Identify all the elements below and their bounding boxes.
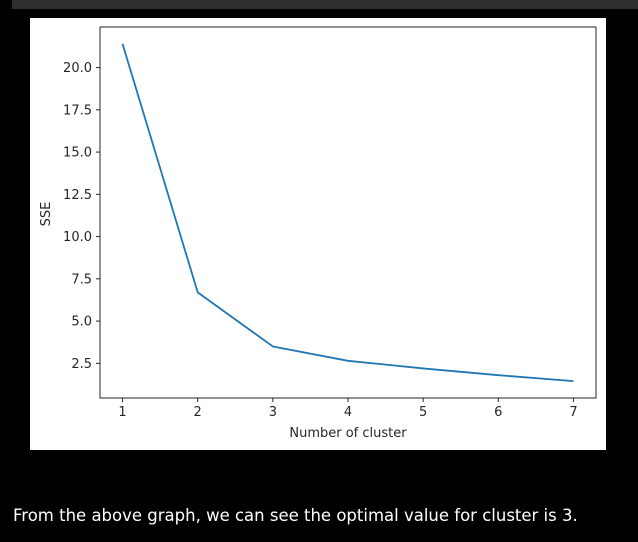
y-tick-label: 20.0 bbox=[63, 61, 92, 76]
caption-text: From the above graph, we can see the opt… bbox=[13, 506, 578, 525]
y-tick-label: 15.0 bbox=[63, 146, 92, 161]
chart-figure: 1 2 3 4 5 6 7 2.5 5.0 7.5 10.0 12.5 15.0 17.5 20.0 Nu… bbox=[30, 18, 606, 450]
y-tick-label: 2.5 bbox=[71, 357, 92, 372]
x-axis-ticks: 1 2 3 4 5 6 7 bbox=[118, 398, 578, 420]
y-axis-label: SSE bbox=[39, 202, 54, 227]
y-tick-label: 17.5 bbox=[63, 103, 92, 118]
x-tick-label: 4 bbox=[344, 405, 352, 420]
x-tick-label: 1 bbox=[118, 405, 126, 420]
x-tick-label: 6 bbox=[494, 405, 502, 420]
y-tick-label: 10.0 bbox=[63, 230, 92, 245]
sse-line-chart: 1 2 3 4 5 6 7 2.5 5.0 7.5 10.0 12.5 15.0 17.5 20.0 Nu… bbox=[39, 26, 597, 441]
x-tick-label: 5 bbox=[419, 405, 427, 420]
x-tick-label: 7 bbox=[569, 405, 577, 420]
plot-area bbox=[99, 26, 597, 399]
series-layer bbox=[121, 43, 574, 382]
y-tick-label: 7.5 bbox=[71, 272, 92, 287]
x-tick-label: 3 bbox=[269, 405, 277, 420]
y-tick-label: 12.5 bbox=[63, 188, 92, 203]
y-tick-label: 5.0 bbox=[71, 315, 92, 330]
top-scroll-bar bbox=[12, 0, 638, 9]
x-tick-label: 2 bbox=[194, 405, 202, 420]
y-axis-ticks: 2.5 5.0 7.5 10.0 12.5 15.0 17.5 20.0 bbox=[63, 61, 100, 372]
x-axis-label: Number of cluster bbox=[289, 426, 407, 441]
